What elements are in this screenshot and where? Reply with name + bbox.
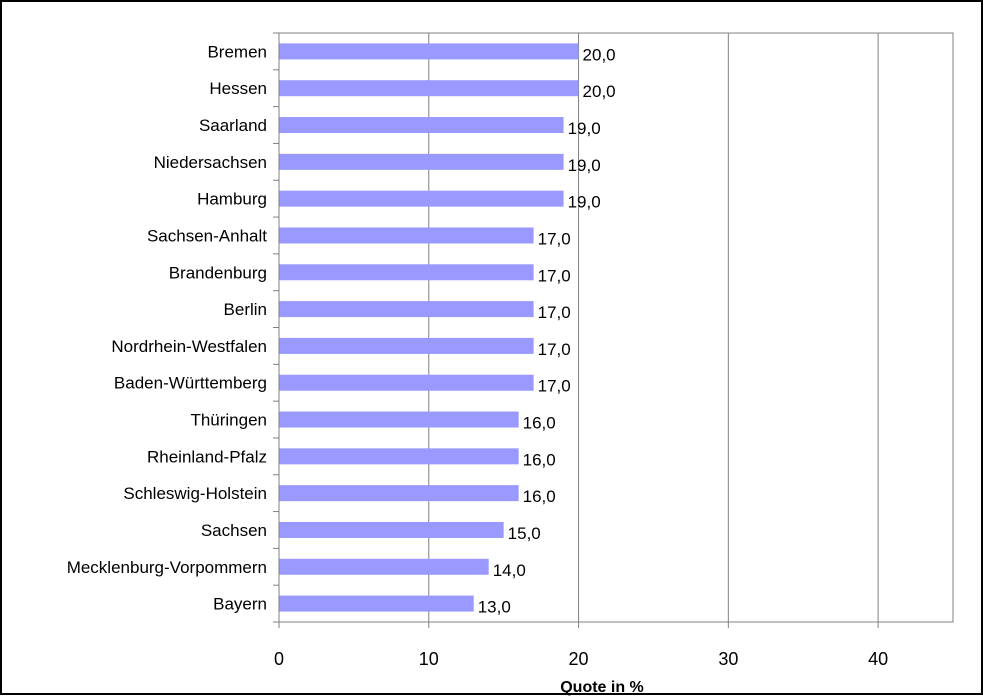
y-category-label: Sachsen-Anhalt [147, 226, 267, 245]
bar-value-label: 17,0 [538, 303, 571, 322]
bar [279, 521, 504, 538]
bar-value-label: 19,0 [568, 193, 601, 212]
y-category-label: Mecklenburg-Vorpommern [67, 558, 267, 577]
x-axis-title: Quote in % [560, 679, 644, 696]
y-category-label: Hamburg [197, 190, 267, 209]
x-tick-label: 10 [419, 649, 439, 669]
bar [279, 190, 564, 207]
bar-value-label: 20,0 [583, 45, 616, 64]
bar-value-label: 17,0 [538, 377, 571, 396]
y-category-label: Saarland [199, 116, 267, 135]
y-category-label: Baden-Württemberg [114, 374, 267, 393]
bar-value-label: 20,0 [583, 82, 616, 101]
bar [279, 80, 579, 97]
y-category-label: Berlin [224, 300, 267, 319]
bar-value-label: 17,0 [538, 229, 571, 248]
x-tick-label: 20 [569, 649, 589, 669]
bar [279, 374, 534, 391]
bar [279, 558, 489, 575]
y-category-label: Bremen [207, 42, 267, 61]
y-category-label: Niedersachsen [154, 153, 267, 172]
bar-value-label: 13,0 [478, 598, 511, 617]
bar-value-label: 16,0 [523, 414, 556, 433]
bar [279, 264, 534, 281]
bar-value-label: 16,0 [523, 450, 556, 469]
y-category-label: Schleswig-Holstein [123, 484, 267, 503]
axes [273, 32, 879, 628]
bars [279, 43, 579, 612]
bar [279, 337, 534, 354]
bar [279, 595, 474, 612]
x-tick-label: 0 [274, 649, 284, 669]
bar-value-label: 16,0 [523, 487, 556, 506]
y-category-label: Bayern [213, 595, 267, 614]
y-category-label: Nordrhein-Westfalen [111, 337, 267, 356]
bar [279, 485, 519, 502]
y-category-label: Brandenburg [169, 263, 267, 282]
bar-value-label: 15,0 [508, 524, 541, 543]
bar-value-label: 17,0 [538, 340, 571, 359]
y-category-label: Hessen [209, 79, 267, 98]
bar-value-label: 19,0 [568, 156, 601, 175]
bar [279, 117, 564, 134]
y-category-label: Sachsen [201, 521, 267, 540]
bar-value-label: 19,0 [568, 119, 601, 138]
bar [279, 153, 564, 170]
y-category-label: Rheinland-Pfalz [147, 447, 267, 466]
x-tick-label: 40 [868, 649, 888, 669]
bar [279, 448, 519, 465]
bar [279, 227, 534, 244]
bar-value-label: 14,0 [493, 561, 526, 580]
x-tick-label: 30 [718, 649, 738, 669]
bar [279, 43, 579, 60]
bar [279, 411, 519, 428]
bar [279, 301, 534, 318]
labels: 0 10 20 30 40 Bremen 20,0 Hessen 20,0 Saarland 19,… [67, 42, 888, 669]
bar-value-label: 17,0 [538, 266, 571, 285]
y-category-label: Thüringen [190, 411, 267, 430]
